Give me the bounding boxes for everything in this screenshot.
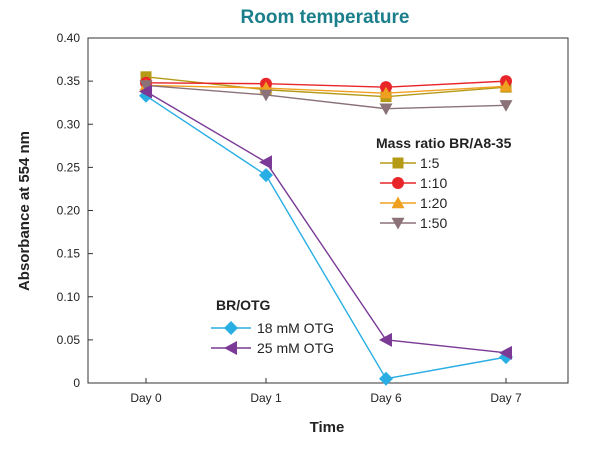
data-point (139, 80, 153, 92)
legend-label: 1:5 (420, 155, 440, 171)
legend-1: BR/OTG 18 mM OTG 25 mM OTG (211, 297, 334, 356)
legend-marker (391, 217, 405, 230)
data-point (140, 71, 152, 83)
legend-entry: 1:10 (380, 175, 447, 191)
legends: Mass ratio BR/A8-35 1:5 1:10 1:20 1:50 BR/OTG… (211, 135, 512, 356)
legend-label: 1:10 (420, 175, 447, 191)
legend-label: 25 mM OTG (257, 340, 334, 356)
legend-marker (392, 177, 404, 189)
legend-entry: 18 mM OTG (211, 320, 334, 336)
series-line (145, 95, 507, 380)
series-layer (139, 71, 513, 386)
legend-marker (391, 196, 405, 209)
data-point (499, 345, 512, 360)
legend-marker (224, 321, 238, 335)
series-line (145, 84, 507, 94)
x-tick-label: Day 6 (370, 391, 402, 405)
data-point (379, 332, 392, 347)
legend-label: 18 mM OTG (257, 320, 334, 336)
legend-label: 1:20 (420, 195, 447, 211)
data-point (259, 155, 272, 170)
y-tick-label: 0.05 (57, 333, 81, 347)
y-tick-label: 0.20 (57, 204, 81, 218)
y-tick-label: 0.30 (57, 117, 81, 131)
series-line (145, 80, 507, 88)
y-tick-label: 0.15 (57, 247, 81, 261)
legend-entry: 25 mM OTG (211, 340, 334, 356)
data-point (259, 89, 273, 102)
series-25-mm-otg (139, 84, 512, 360)
legend-title: Mass ratio BR/A8-35 (376, 135, 512, 151)
legend-0: Mass ratio BR/A8-35 1:5 1:10 1:20 1:50 (376, 135, 512, 231)
data-point (499, 79, 513, 92)
series-1-50 (139, 80, 513, 116)
series-line (145, 90, 507, 354)
legend-entry: 1:20 (380, 195, 447, 211)
data-point (499, 100, 513, 112)
data-point (379, 103, 393, 116)
series-line (145, 84, 507, 110)
y-tick-label: 0.35 (57, 74, 81, 88)
legend-entry: 1:5 (380, 155, 440, 171)
legend-entry: 1:50 (380, 215, 447, 231)
y-tick-label: 0.40 (57, 31, 81, 45)
data-point (139, 84, 152, 99)
x-tick-label: Day 7 (490, 391, 522, 405)
x-axis-title: Time (310, 419, 345, 436)
y-axis: 0 0.05 0.10 0.15 0.20 0.25 0.30 0.35 0.40 (57, 31, 93, 390)
y-tick-label: 0 (73, 376, 80, 390)
chart-title: Room temperature (241, 7, 410, 28)
legend-marker (224, 341, 237, 355)
data-point (379, 371, 393, 386)
y-tick-label: 0.10 (57, 290, 81, 304)
legend-marker (392, 157, 404, 169)
data-point (379, 86, 393, 99)
x-axis: Day 0 Day 1 Day 6 Day 7 (130, 378, 522, 405)
y-axis-title: Absorbance at 554 nm (16, 131, 33, 291)
x-tick-label: Day 0 (130, 391, 162, 405)
x-tick-label: Day 1 (250, 391, 282, 405)
legend-title: BR/OTG (216, 297, 271, 313)
y-tick-label: 0.25 (57, 160, 81, 174)
legend-label: 1:50 (420, 215, 447, 231)
data-point (259, 168, 273, 183)
